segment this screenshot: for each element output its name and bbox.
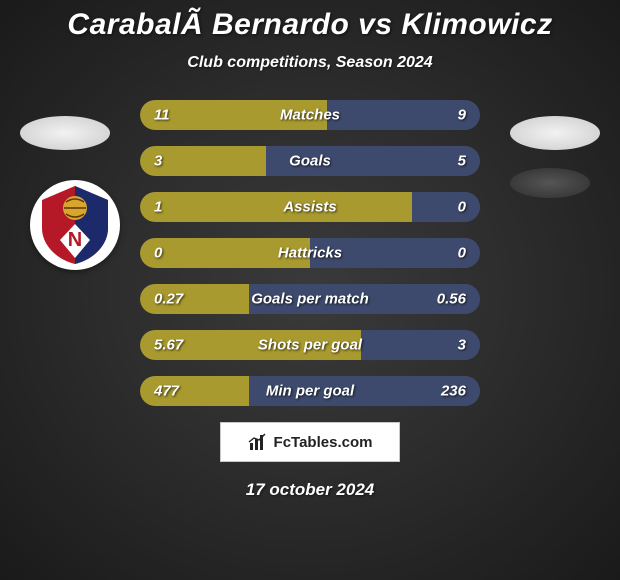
stat-label: Goals (289, 153, 331, 170)
stat-row: 1 0 Assists (140, 192, 480, 222)
avatar-right-placeholder (510, 116, 600, 150)
stat-row: 0.27 0.56 Goals per match (140, 284, 480, 314)
stat-label: Shots per goal (258, 337, 362, 354)
stat-row: 477 236 Min per goal (140, 376, 480, 406)
footer-logo-text: FcTables.com (274, 434, 373, 451)
club-right-placeholder (510, 168, 590, 198)
stat-row: 3 5 Goals (140, 146, 480, 176)
stat-row: 11 9 Matches (140, 100, 480, 130)
n-letter: N (68, 229, 82, 251)
subtitle: Club competitions, Season 2024 (0, 54, 620, 72)
avatar-left-placeholder (20, 116, 110, 150)
avatar-left (20, 116, 110, 150)
page-title: CarabalÃ Bernardo vs Klimowicz (0, 8, 620, 42)
chart-icon (248, 432, 268, 452)
avatar-right (510, 116, 600, 150)
stat-label: Assists (283, 199, 336, 216)
stat-value-right: 0 (458, 245, 466, 262)
club-badge-left: N (30, 180, 120, 270)
stat-value-right: 9 (458, 107, 466, 124)
club-left: N (30, 180, 120, 270)
comparison-container: CarabalÃ Bernardo vs Klimowicz Club comp… (0, 0, 620, 580)
stat-value-right: 0.56 (437, 291, 466, 308)
footer-logo[interactable]: FcTables.com (220, 422, 400, 462)
stat-label: Min per goal (266, 383, 354, 400)
stat-value-left: 0.27 (154, 291, 183, 308)
club-right (510, 168, 590, 198)
bar-left (140, 192, 412, 222)
stat-value-right: 3 (458, 337, 466, 354)
stat-row: 5.67 3 Shots per goal (140, 330, 480, 360)
stat-value-left: 3 (154, 153, 162, 170)
stat-label: Hattricks (278, 245, 342, 262)
stat-value-right: 5 (458, 153, 466, 170)
stat-value-left: 0 (154, 245, 162, 262)
date: 17 october 2024 (0, 480, 620, 500)
stat-value-left: 1 (154, 199, 162, 216)
stat-value-right: 236 (441, 383, 466, 400)
stat-label: Matches (280, 107, 340, 124)
stat-label: Goals per match (251, 291, 369, 308)
stat-value-left: 5.67 (154, 337, 183, 354)
stat-row: 0 0 Hattricks (140, 238, 480, 268)
stat-value-right: 0 (458, 199, 466, 216)
club-badge-left-svg: N (30, 180, 120, 270)
stat-value-left: 477 (154, 383, 179, 400)
bar-right (412, 192, 480, 222)
stat-value-left: 11 (154, 107, 170, 124)
